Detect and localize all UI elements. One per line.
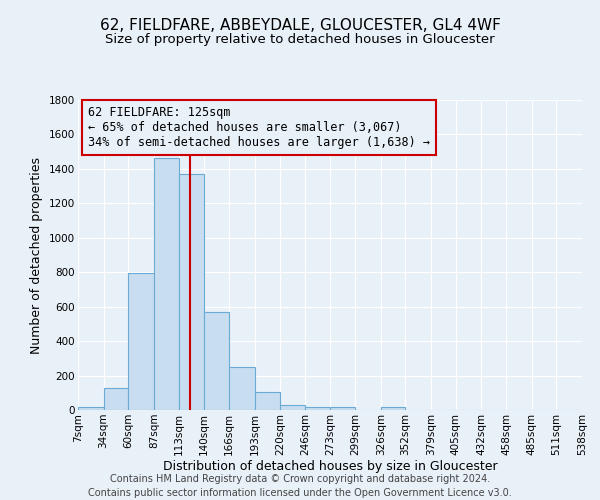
X-axis label: Distribution of detached houses by size in Gloucester: Distribution of detached houses by size … (163, 460, 497, 473)
Bar (280, 405, 305, 410)
Text: 62 FIELDFARE: 125sqm
← 65% of detached houses are smaller (3,067)
34% of semi-de: 62 FIELDFARE: 125sqm ← 65% of detached h… (88, 106, 430, 149)
Bar (331, 408, 355, 410)
Y-axis label: Number of detached properties: Number of detached properties (31, 156, 43, 354)
Bar (78, 408, 104, 410)
Bar (104, 388, 128, 410)
Bar (254, 392, 280, 410)
Text: 62, FIELDFARE, ABBEYDALE, GLOUCESTER, GL4 4WF: 62, FIELDFARE, ABBEYDALE, GLOUCESTER, GL… (100, 18, 500, 32)
Text: Size of property relative to detached houses in Gloucester: Size of property relative to detached ho… (105, 32, 495, 46)
Bar (154, 158, 179, 410)
Bar (381, 408, 406, 410)
Bar (179, 174, 204, 410)
Bar (204, 312, 229, 410)
Bar (128, 273, 154, 410)
Bar (229, 367, 254, 410)
Bar (305, 406, 331, 410)
Text: Contains HM Land Registry data © Crown copyright and database right 2024.
Contai: Contains HM Land Registry data © Crown c… (88, 474, 512, 498)
